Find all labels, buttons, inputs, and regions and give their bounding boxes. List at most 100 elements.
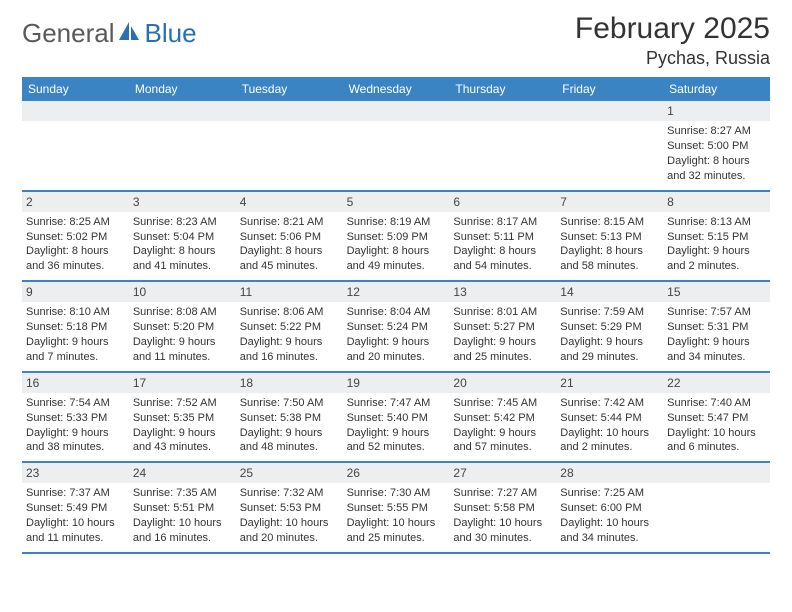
sunrise-text: Sunrise: 8:04 AM (347, 305, 446, 320)
daylight-text: Daylight: 8 hours and 36 minutes. (26, 244, 125, 274)
title-block: February 2025 Pychas, Russia (575, 12, 770, 69)
sunrise-text: Sunrise: 8:25 AM (26, 215, 125, 230)
day-cell (22, 101, 129, 190)
day-number: 22 (663, 373, 770, 393)
day-cell: 28Sunrise: 7:25 AMSunset: 6:00 PMDayligh… (556, 463, 663, 552)
day-number: 12 (343, 282, 450, 302)
sunrise-text: Sunrise: 7:45 AM (453, 396, 552, 411)
day-number: 2 (22, 192, 129, 212)
daylight-text: Daylight: 9 hours and 52 minutes. (347, 426, 446, 456)
weekday-header-row: Sunday Monday Tuesday Wednesday Thursday… (22, 77, 770, 101)
daylight-text: Daylight: 9 hours and 29 minutes. (560, 335, 659, 365)
day-number: 13 (449, 282, 556, 302)
day-cell: 14Sunrise: 7:59 AMSunset: 5:29 PMDayligh… (556, 282, 663, 371)
daylight-text: Daylight: 10 hours and 16 minutes. (133, 516, 232, 546)
day-number: 23 (22, 463, 129, 483)
daylight-text: Daylight: 10 hours and 2 minutes. (560, 426, 659, 456)
daylight-text: Daylight: 9 hours and 48 minutes. (240, 426, 339, 456)
sunset-text: Sunset: 5:44 PM (560, 411, 659, 426)
day-cell: 2Sunrise: 8:25 AMSunset: 5:02 PMDaylight… (22, 192, 129, 281)
day-cell: 5 Sunrise: 8:19 AMSunset: 5:09 PMDaylight… (343, 192, 450, 281)
day-cell: 25Sunrise: 7:32 AMSunset: 5:53 PMDayligh… (236, 463, 343, 552)
sunrise-text: Sunrise: 7:30 AM (347, 486, 446, 501)
sunrise-text: Sunrise: 7:40 AM (667, 396, 766, 411)
day-cell: 24Sunrise: 7:35 AMSunset: 5:51 PMDayligh… (129, 463, 236, 552)
sunrise-text: Sunrise: 8:15 AM (560, 215, 659, 230)
location-label: Pychas, Russia (575, 48, 770, 69)
sail-icon (119, 22, 141, 47)
sunset-text: Sunset: 5:53 PM (240, 501, 339, 516)
sunrise-text: Sunrise: 8:10 AM (26, 305, 125, 320)
day-cell: 8Sunrise: 8:13 AMSunset: 5:15 PMDaylight… (663, 192, 770, 281)
sunset-text: Sunset: 5:18 PM (26, 320, 125, 335)
daylight-text: Daylight: 9 hours and 11 minutes. (133, 335, 232, 365)
day-cell: 21Sunrise: 7:42 AMSunset: 5:44 PMDayligh… (556, 373, 663, 462)
sunrise-text: Sunrise: 8:19 AM (347, 215, 446, 230)
day-number: 17 (129, 373, 236, 393)
month-title: February 2025 (575, 12, 770, 46)
day-number (449, 101, 556, 121)
sunrise-text: Sunrise: 8:21 AM (240, 215, 339, 230)
sunset-text: Sunset: 5:51 PM (133, 501, 232, 516)
day-number: 6 (449, 192, 556, 212)
daylight-text: Daylight: 9 hours and 38 minutes. (26, 426, 125, 456)
sunset-text: Sunset: 6:00 PM (560, 501, 659, 516)
day-cell: 12 Sunrise: 8:04 AMSunset: 5:24 PMDayligh… (343, 282, 450, 371)
daylight-text: Daylight: 8 hours and 32 minutes. (667, 154, 766, 184)
sunrise-text: Sunrise: 7:59 AM (560, 305, 659, 320)
day-cell (343, 101, 450, 190)
daylight-text: Daylight: 9 hours and 2 minutes. (667, 244, 766, 274)
day-cell: 11Sunrise: 8:06 AMSunset: 5:22 PMDayligh… (236, 282, 343, 371)
sunrise-text: Sunrise: 7:47 AM (347, 396, 446, 411)
sunrise-text: Sunrise: 8:06 AM (240, 305, 339, 320)
brand-word-2: Blue (145, 18, 197, 49)
daylight-text: Daylight: 10 hours and 11 minutes. (26, 516, 125, 546)
day-number: 20 (449, 373, 556, 393)
weekday-header: Wednesday (343, 77, 450, 101)
daylight-text: Daylight: 9 hours and 20 minutes. (347, 335, 446, 365)
day-cell: 9Sunrise: 8:10 AMSunset: 5:18 PMDaylight… (22, 282, 129, 371)
day-number: 16 (22, 373, 129, 393)
sunset-text: Sunset: 5:40 PM (347, 411, 446, 426)
day-number: 19 (343, 373, 450, 393)
day-number (663, 463, 770, 483)
day-number: 11 (236, 282, 343, 302)
day-number: 3 (129, 192, 236, 212)
day-cell (449, 101, 556, 190)
sunset-text: Sunset: 5:09 PM (347, 230, 446, 245)
daylight-text: Daylight: 9 hours and 57 minutes. (453, 426, 552, 456)
weekday-header: Saturday (663, 77, 770, 101)
day-number: 9 (22, 282, 129, 302)
day-cell: 22Sunrise: 7:40 AMSunset: 5:47 PMDayligh… (663, 373, 770, 462)
sunset-text: Sunset: 5:13 PM (560, 230, 659, 245)
day-cell: 6Sunrise: 8:17 AMSunset: 5:11 PMDaylight… (449, 192, 556, 281)
day-number: 10 (129, 282, 236, 302)
day-number: 26 (343, 463, 450, 483)
sunset-text: Sunset: 5:27 PM (453, 320, 552, 335)
week-row: 1Sunrise: 8:27 AMSunset: 5:00 PMDaylight… (22, 101, 770, 192)
week-row: 23Sunrise: 7:37 AMSunset: 5:49 PMDayligh… (22, 463, 770, 554)
calendar-page: General Blue February 2025 Pychas, Russi… (0, 0, 792, 554)
sunset-text: Sunset: 5:42 PM (453, 411, 552, 426)
daylight-text: Daylight: 8 hours and 49 minutes. (347, 244, 446, 274)
sunset-text: Sunset: 5:49 PM (26, 501, 125, 516)
sunrise-text: Sunrise: 8:23 AM (133, 215, 232, 230)
sunset-text: Sunset: 5:24 PM (347, 320, 446, 335)
sunset-text: Sunset: 5:55 PM (347, 501, 446, 516)
day-cell: 19 Sunrise: 7:47 AMSunset: 5:40 PMDayligh… (343, 373, 450, 462)
sunset-text: Sunset: 5:00 PM (667, 139, 766, 154)
day-number: 8 (663, 192, 770, 212)
day-number (556, 101, 663, 121)
daylight-text: Daylight: 9 hours and 43 minutes. (133, 426, 232, 456)
day-number: 5 (343, 192, 450, 212)
sunrise-text: Sunrise: 7:27 AM (453, 486, 552, 501)
day-number: 21 (556, 373, 663, 393)
day-number: 15 (663, 282, 770, 302)
sunset-text: Sunset: 5:20 PM (133, 320, 232, 335)
day-number (22, 101, 129, 121)
day-number (343, 101, 450, 121)
day-cell: 18Sunrise: 7:50 AMSunset: 5:38 PMDayligh… (236, 373, 343, 462)
brand-logo: General Blue (22, 12, 197, 49)
daylight-text: Daylight: 8 hours and 45 minutes. (240, 244, 339, 274)
sunset-text: Sunset: 5:33 PM (26, 411, 125, 426)
